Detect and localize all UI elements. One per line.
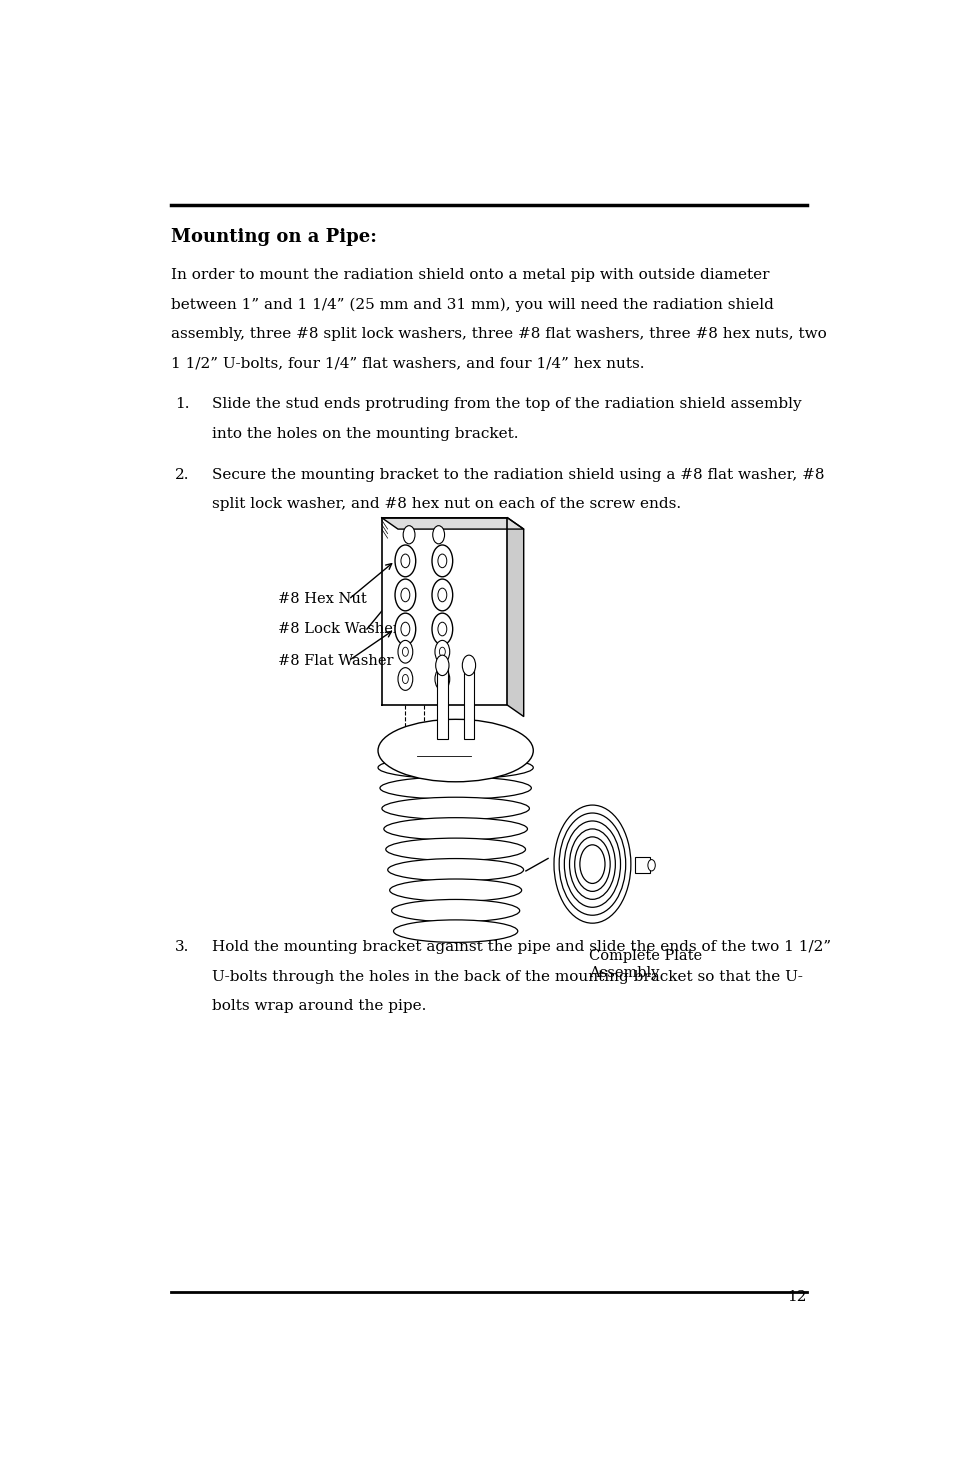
Text: Mounting on a Pipe:: Mounting on a Pipe: [171,229,376,246]
Circle shape [395,544,416,577]
Circle shape [435,668,449,690]
Polygon shape [381,518,523,530]
Ellipse shape [379,777,531,799]
Polygon shape [507,518,523,717]
Text: #8 Lock Washer: #8 Lock Washer [278,622,399,636]
Circle shape [433,525,444,544]
Ellipse shape [385,838,525,860]
Ellipse shape [377,757,533,779]
Text: U-bolts through the holes in the back of the mounting bracket so that the U-: U-bolts through the holes in the back of… [212,969,801,984]
Text: into the holes on the mounting bracket.: into the holes on the mounting bracket. [212,426,517,441]
Circle shape [395,614,416,645]
Ellipse shape [391,900,519,922]
Polygon shape [381,518,507,705]
Text: split lock washer, and #8 hex nut on each of the screw ends.: split lock washer, and #8 hex nut on eac… [212,497,680,512]
Text: #8 Hex Nut: #8 Hex Nut [278,593,367,606]
Ellipse shape [381,796,529,820]
Text: 1.: 1. [174,397,189,412]
Text: Secure the mounting bracket to the radiation shield using a #8 flat washer, #8: Secure the mounting bracket to the radia… [212,468,823,482]
Ellipse shape [377,720,533,782]
Bar [635,857,649,873]
Text: Slide the stud ends protruding from the top of the radiation shield assembly: Slide the stud ends protruding from the … [212,397,801,412]
Text: bolts wrap around the pipe.: bolts wrap around the pipe. [212,999,426,1013]
Text: Hold the mounting bracket against the pipe and slide the ends of the two 1 1/2”: Hold the mounting bracket against the pi… [212,940,830,954]
Text: #8 Flat Washer: #8 Flat Washer [278,653,394,668]
Text: 12: 12 [786,1289,806,1304]
Text: 3.: 3. [174,940,189,954]
Circle shape [432,614,453,645]
Text: between 1” and 1 1/4” (25 mm and 31 mm), you will need the radiation shield: between 1” and 1 1/4” (25 mm and 31 mm),… [171,298,773,311]
Bar [436,665,447,739]
Ellipse shape [394,920,517,943]
Text: Complete Plate
Assembly: Complete Plate Assembly [588,950,701,979]
Circle shape [397,640,413,664]
Circle shape [462,655,476,676]
Text: assembly, three #8 split lock washers, three #8 flat washers, three #8 hex nuts,: assembly, three #8 split lock washers, t… [171,327,826,341]
Circle shape [432,544,453,577]
Text: 1 1/2” U-bolts, four 1/4” flat washers, and four 1/4” hex nuts.: 1 1/2” U-bolts, four 1/4” flat washers, … [171,357,644,370]
Circle shape [435,640,449,664]
Circle shape [647,860,655,870]
Text: In order to mount the radiation shield onto a metal pip with outside diameter: In order to mount the radiation shield o… [171,268,769,282]
Bar [463,665,474,739]
Circle shape [436,655,449,676]
Circle shape [395,580,416,611]
Ellipse shape [387,858,523,881]
Ellipse shape [389,879,521,901]
Circle shape [397,668,413,690]
Circle shape [403,525,415,544]
Circle shape [432,580,453,611]
Ellipse shape [383,817,527,841]
Text: 2.: 2. [174,468,189,482]
